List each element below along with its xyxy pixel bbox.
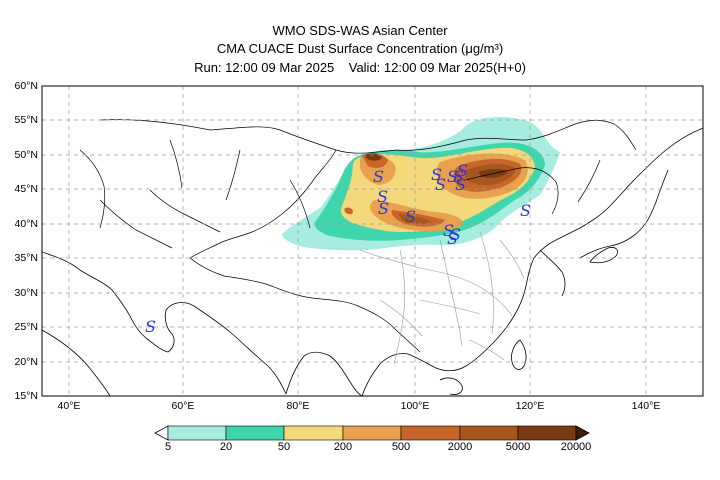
coastlines	[42, 127, 703, 396]
graticule	[42, 86, 703, 396]
lat-label-50n: 50°N	[14, 149, 38, 161]
lat-label-15n: 15°N	[14, 390, 38, 402]
colorbar-bin-2000-5000	[459, 425, 519, 441]
dust-storm-symbol: S	[520, 201, 531, 220]
colorbar-left-arrow	[154, 425, 169, 441]
dust-contour-2000	[398, 164, 516, 225]
colorbar-label-500: 500	[391, 441, 411, 453]
dust-storm-symbol: S	[455, 175, 466, 194]
lon-label-40e: 40°E	[57, 400, 81, 412]
lat-label-55n: 55°N	[14, 114, 38, 126]
colorbar-label-5000: 5000	[505, 441, 531, 453]
dust-storm-symbol: S	[431, 165, 442, 184]
dust-contour-5000	[365, 153, 508, 178]
colorbar-label-5: 5	[164, 441, 172, 453]
lon-label-100e: 100°E	[400, 400, 430, 412]
lon-label-120e: 120°E	[515, 400, 545, 412]
colorbar	[154, 425, 590, 441]
province-boundaries	[359, 231, 525, 365]
dust-concentration-field	[282, 116, 560, 251]
lat-label-45n: 45°N	[14, 183, 38, 195]
dust-storm-symbol: S	[435, 175, 446, 194]
colorbar-bin-20-50	[225, 425, 285, 441]
dust-storm-symbol: S	[453, 167, 464, 186]
dust-storm-symbol: S	[373, 167, 384, 186]
dust-storm-symbol: S	[447, 167, 458, 186]
lat-label-30n: 30°N	[14, 287, 38, 299]
dust-storm-symbol: S	[457, 161, 468, 180]
lat-label-60n: 60°N	[14, 80, 38, 92]
colorbar-bin-500-2000	[400, 425, 461, 441]
dust-storm-symbol: S	[377, 187, 388, 206]
dust-storm-symbol: S	[378, 199, 389, 218]
dust-storm-symbol: S	[405, 207, 416, 226]
lon-label-80e: 80°E	[286, 400, 310, 412]
colorbar-label-50: 50	[277, 441, 291, 453]
country-borders	[79, 119, 637, 353]
colorbar-bin-5-20	[167, 425, 227, 441]
lon-label-60e: 60°E	[171, 400, 195, 412]
colorbar-label-20000: 20000	[560, 441, 592, 453]
dust-storm-symbol: S	[443, 221, 454, 240]
colorbar-bin-5000-20000	[517, 425, 577, 441]
dust-storm-symbol: S	[447, 229, 458, 248]
dust-storm-symbol: S	[450, 225, 461, 244]
map-frame	[41, 85, 704, 397]
colorbar-bin-200-500	[342, 425, 402, 441]
lat-label-40n: 40°N	[14, 218, 38, 230]
colorbar-label-2000: 2000	[447, 441, 473, 453]
lat-label-25n: 25°N	[14, 321, 38, 333]
colorbar-right-arrow	[575, 425, 590, 441]
colorbar-label-20: 20	[219, 441, 233, 453]
run-valid-time: Run: 12:00 09 Mar 2025 Valid: 12:00 09 M…	[194, 60, 526, 75]
colorbar-bin-50-200	[283, 425, 344, 441]
lon-label-140e: 140°E	[631, 400, 661, 412]
map-title: WMO SDS-WAS Asian Center	[272, 23, 448, 38]
map-subtitle: CMA CUACE Dust Surface Concentration (μg…	[216, 41, 504, 56]
colorbar-label-200: 200	[333, 441, 353, 453]
lat-label-35n: 35°N	[14, 252, 38, 264]
dust-storm-symbol: S	[145, 317, 156, 336]
lat-label-20n: 20°N	[14, 356, 38, 368]
